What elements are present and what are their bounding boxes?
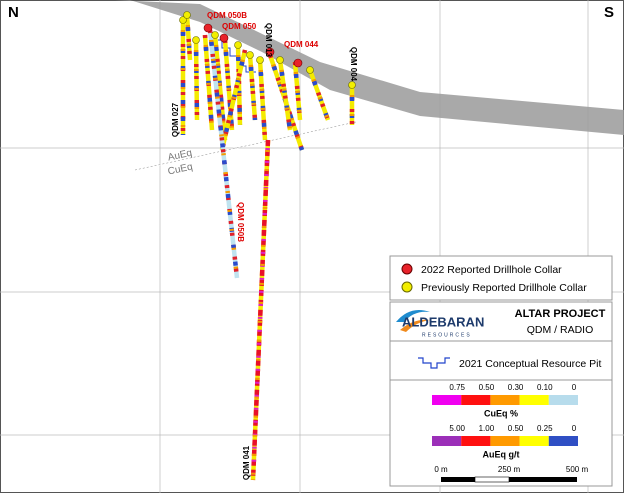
scale-swatch bbox=[519, 395, 549, 405]
scale-swatch bbox=[548, 436, 578, 446]
aueq-title: AuEq g/t bbox=[483, 449, 520, 459]
scale-bar-label: 500 m bbox=[566, 465, 589, 474]
drillhole-assay bbox=[193, 39, 200, 121]
scale-tick: 0 bbox=[572, 383, 577, 392]
scale-swatch bbox=[490, 436, 520, 446]
drillhole-assay bbox=[257, 59, 268, 141]
hole-label: QDM 004 bbox=[349, 47, 358, 82]
legend-marker bbox=[401, 263, 413, 275]
logo-sub: RESOURCES bbox=[422, 332, 472, 338]
collar-previous bbox=[306, 66, 314, 74]
hole-label: QDM 050B bbox=[236, 202, 245, 242]
drillhole-assay bbox=[250, 139, 271, 481]
collars bbox=[179, 11, 356, 89]
logo: ALDEBARAN bbox=[402, 314, 484, 329]
hole-label: QDM 013 bbox=[264, 23, 273, 58]
drillhole-assay bbox=[247, 54, 258, 121]
scale-tick: 0.75 bbox=[449, 383, 465, 392]
aueq-scale: 5.00 1.00 0.50 0.25 0 bbox=[432, 424, 578, 446]
scale-swatch bbox=[519, 436, 549, 446]
collar-previous bbox=[211, 31, 219, 39]
pit-symbol bbox=[418, 357, 450, 369]
project-area: QDM / RADIO bbox=[527, 324, 594, 336]
scale-bar-segment bbox=[509, 477, 577, 482]
drillhole-assay bbox=[307, 69, 331, 121]
drillhole-assay bbox=[222, 39, 235, 131]
drillhole-assay bbox=[202, 34, 215, 131]
scale-swatch bbox=[548, 395, 578, 405]
hole-label: QDM 050B bbox=[207, 11, 247, 20]
collar-previous bbox=[348, 81, 356, 89]
boundary-line bbox=[134, 121, 357, 171]
terrain bbox=[115, 0, 624, 135]
scale-bar-label: 0 m bbox=[434, 465, 448, 474]
drillhole-assay bbox=[277, 59, 293, 131]
legend-text: 2022 Reported Drillhole Collar bbox=[421, 264, 562, 276]
legend-text: Previously Reported Drillhole Collar bbox=[421, 282, 587, 294]
scale-tick: 0.25 bbox=[537, 424, 553, 433]
drillhole-assay bbox=[267, 54, 305, 151]
scale-tick: 1.00 bbox=[479, 424, 495, 433]
logo-mark bbox=[400, 319, 430, 332]
collar-previous bbox=[192, 36, 200, 44]
boundary-label: CuEq bbox=[167, 162, 194, 178]
legend-marker bbox=[401, 281, 413, 293]
drillhole-assay bbox=[292, 61, 303, 121]
hole-label: QDM 044 bbox=[284, 40, 319, 49]
scale-tick: 0.10 bbox=[537, 383, 553, 392]
collar-2022 bbox=[265, 47, 275, 57]
cueq-title: CuEq % bbox=[484, 408, 518, 418]
drillhole-assay bbox=[184, 14, 193, 61]
collar-previous bbox=[276, 56, 284, 64]
scale-tick: 0.30 bbox=[508, 383, 524, 392]
collar-2022 bbox=[293, 58, 303, 68]
collar-previous bbox=[179, 16, 187, 24]
hole-label: QDM 027 bbox=[171, 102, 180, 137]
collar-previous bbox=[234, 41, 242, 49]
scale-bar-segment bbox=[441, 477, 475, 482]
drillhole-assay bbox=[247, 54, 258, 121]
scale-swatch bbox=[432, 436, 462, 446]
boundary-label: AuEq bbox=[167, 148, 193, 164]
legend-box bbox=[389, 301, 613, 487]
scale-swatch bbox=[490, 395, 520, 405]
scale-tick: 5.00 bbox=[449, 424, 465, 433]
scale-tick: 0.50 bbox=[508, 424, 524, 433]
collar-previous bbox=[246, 51, 254, 59]
resource-pit bbox=[218, 39, 256, 73]
scale-swatch bbox=[461, 436, 491, 446]
scale-swatch bbox=[432, 395, 462, 405]
compass-north: N bbox=[8, 4, 19, 21]
drillhole-assay bbox=[219, 49, 248, 151]
logo-mark bbox=[396, 309, 430, 322]
cueq-scale: 0.75 0.50 0.30 0.10 0 bbox=[432, 383, 578, 405]
drillhole-assay bbox=[212, 34, 228, 141]
hole-label: QDM 041 bbox=[242, 445, 251, 480]
pit-label: 2021 Conceptual Resource Pit bbox=[459, 358, 602, 370]
scale-swatch bbox=[461, 395, 491, 405]
scale-bar-label: 250 m bbox=[498, 465, 521, 474]
scale-tick: 0 bbox=[572, 424, 577, 433]
collar-legend bbox=[389, 255, 613, 301]
scale-bar: 0 m 250 m 500 m bbox=[434, 465, 589, 483]
collar-2022 bbox=[203, 23, 213, 33]
drillholes bbox=[180, 14, 355, 481]
compass-south: S bbox=[604, 4, 614, 21]
collar-previous bbox=[183, 11, 191, 19]
hole-label: QDM 050 bbox=[222, 22, 257, 31]
collar-2022 bbox=[219, 33, 229, 43]
scale-bar-segment bbox=[474, 476, 510, 483]
project-title: ALTAR PROJECT bbox=[515, 308, 606, 320]
scale-tick: 0.50 bbox=[479, 383, 495, 392]
drillhole-assay bbox=[235, 44, 243, 126]
collar-previous bbox=[256, 56, 264, 64]
drillhole-assay bbox=[207, 29, 240, 279]
